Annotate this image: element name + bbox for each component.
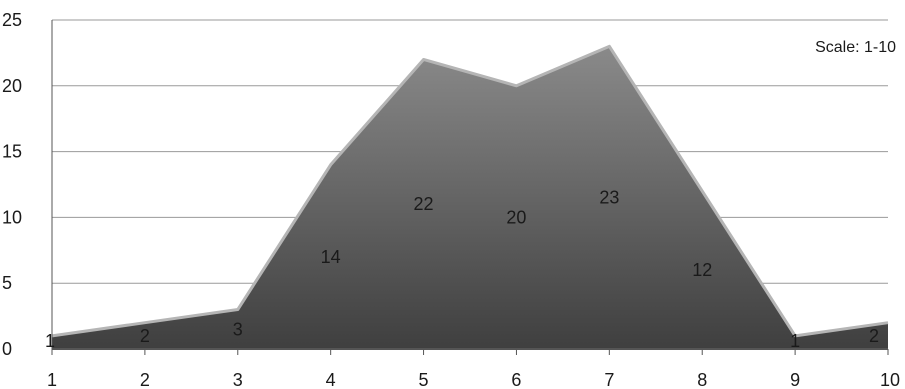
scale-annotation: Scale: 1-10 [815,39,896,56]
data-label-4: 14 [321,247,341,267]
x-tick-label-3: 3 [233,370,243,389]
x-tick-label-4: 4 [326,370,336,389]
x-tick-label-1: 1 [47,370,57,389]
x-tick-label-8: 8 [697,370,707,389]
x-tick-label-10: 10 [880,370,900,389]
y-tick-labels: 0 5 10 15 20 25 [2,10,22,359]
x-tick-labels: 1 2 3 4 5 6 7 8 9 10 [47,370,900,389]
x-tick-label-6: 6 [511,370,521,389]
data-label-10: 2 [869,326,879,346]
area-outline [51,44,889,338]
x-tick-label-9: 9 [790,370,800,389]
x-tick-label-5: 5 [419,370,429,389]
axes [51,20,889,355]
data-label-7: 23 [599,188,619,208]
data-label-3: 3 [233,319,243,339]
data-label-1: 1 [45,331,55,351]
y-tick-label-15: 15 [2,142,22,162]
series-area [51,44,889,349]
y-tick-label-5: 5 [2,273,12,293]
data-label-6: 20 [506,207,526,227]
x-tick-label-7: 7 [604,370,614,389]
y-tick-label-25: 25 [2,10,22,30]
area-fill [52,46,888,349]
data-label-9: 1 [790,331,800,351]
data-label-5: 22 [414,194,434,214]
y-tick-label-10: 10 [2,207,22,227]
data-label-2: 2 [140,326,150,346]
x-tick-label-2: 2 [140,370,150,389]
y-tick-label-20: 20 [2,76,22,96]
data-label-8: 12 [692,260,712,280]
y-tick-label-0: 0 [2,339,12,359]
